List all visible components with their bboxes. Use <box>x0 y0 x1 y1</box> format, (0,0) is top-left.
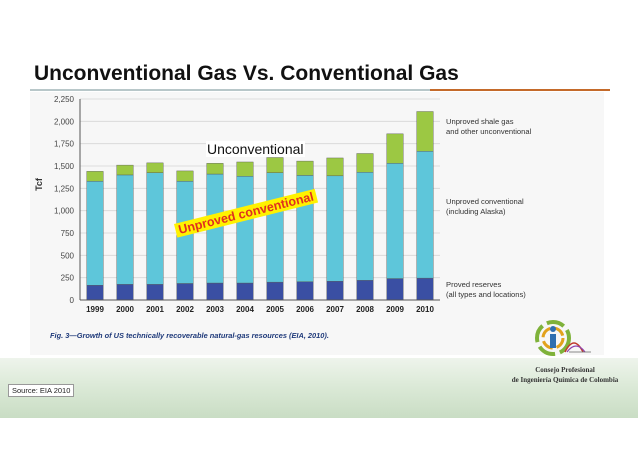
chart-grid <box>80 98 440 301</box>
bar-segment-proved <box>356 280 374 301</box>
y-tick-label: 0 <box>70 296 75 305</box>
bar-segment-proved <box>206 282 224 301</box>
x-tick-label: 2007 <box>326 305 344 314</box>
x-tick-label: 2004 <box>236 305 254 314</box>
bar-segment-unproved-conventional <box>146 172 164 285</box>
x-tick-label: 2010 <box>416 305 434 314</box>
bar-segment-proved <box>386 278 404 301</box>
legend-proved: Proved reserves (all types and locations… <box>446 280 526 300</box>
slide-title: Unconventional Gas Vs. Conventional Gas <box>34 62 459 85</box>
annotation-unconventional: Unconventional <box>206 141 305 157</box>
bar-segment-unproved-shale <box>326 157 344 177</box>
bar-segment-proved <box>326 281 344 301</box>
legend-shale-line1: Unproved shale gas <box>446 117 514 126</box>
footer-band <box>0 358 638 418</box>
bar-segment-unproved-shale <box>116 164 134 176</box>
legend-unproved-conventional: Unproved conventional (including Alaska) <box>446 197 524 217</box>
figure-caption: Fig. 3—Growth of US technically recovera… <box>50 331 329 340</box>
x-tick-label: 2001 <box>146 305 164 314</box>
organization-name-line1: Consejo Profesional <box>535 366 595 374</box>
organization-name-line2: de Ingeniería Química de Colombia <box>511 376 619 384</box>
x-tick-label: 1999 <box>86 305 104 314</box>
bar-segment-unproved-shale <box>416 111 434 152</box>
title-divider-accent <box>430 89 610 91</box>
legend-unproved-conventional-line1: Unproved conventional <box>446 197 524 206</box>
chart-tick-labels: 0 250 500 750 1,000 1,250 1,500 1,750 2,000 2,250… <box>54 95 434 314</box>
y-tick-label: 250 <box>61 274 75 283</box>
chart-axes <box>79 99 440 301</box>
chart-bars <box>86 111 434 301</box>
bar-segment-unproved-shale <box>176 170 194 182</box>
y-tick-label: 1,000 <box>54 207 75 216</box>
bar-segment-unproved-conventional <box>356 172 374 281</box>
legend-proved-line2: (all types and locations) <box>446 290 526 299</box>
x-tick-label: 2003 <box>206 305 224 314</box>
bar-segment-proved <box>146 284 164 301</box>
bar-segment-unproved-conventional <box>416 151 434 279</box>
y-tick-label: 500 <box>61 251 75 260</box>
y-tick-label: 750 <box>61 229 75 238</box>
legend-proved-line1: Proved reserves <box>446 280 502 289</box>
x-tick-label: 2005 <box>266 305 284 314</box>
y-axis-label: Tcf <box>34 177 44 191</box>
x-tick-label: 2008 <box>356 305 374 314</box>
y-tick-label: 1,500 <box>54 162 75 171</box>
x-tick-label: 2000 <box>116 305 134 314</box>
bar-segment-unproved-conventional <box>236 176 254 284</box>
bar-segment-unproved-shale <box>266 157 284 173</box>
organization-logo-icon <box>535 320 591 356</box>
y-tick-label: 1,250 <box>54 184 75 193</box>
legend-unproved-conventional-line2: (including Alaska) <box>446 207 506 216</box>
y-tick-label: 2,250 <box>54 95 75 104</box>
bar-segment-unproved-conventional <box>386 163 404 279</box>
bar-segment-unproved-shale <box>86 171 104 182</box>
source-note: Source: EIA 2010 <box>8 384 75 397</box>
bar-segment-proved <box>236 282 254 301</box>
x-tick-label: 2009 <box>386 305 404 314</box>
bar-segment-unproved-conventional <box>266 172 284 283</box>
bar-segment-unproved-shale <box>236 161 254 177</box>
bar-segment-proved <box>86 285 104 301</box>
bar-segment-unproved-shale <box>206 163 224 175</box>
bar-segment-proved <box>266 281 284 301</box>
x-tick-label: 2006 <box>296 305 314 314</box>
bar-segment-unproved-conventional <box>116 174 134 285</box>
x-tick-label: 2002 <box>176 305 194 314</box>
legend-shale-line2: and other unconventional <box>446 127 532 136</box>
bar-segment-proved <box>116 284 134 301</box>
bar-segment-unproved-conventional <box>86 180 104 286</box>
bar-segment-unproved-conventional <box>326 175 344 282</box>
bar-segment-unproved-shale <box>386 133 404 164</box>
y-tick-label: 1,750 <box>54 140 75 149</box>
bar-segment-unproved-shale <box>296 160 314 176</box>
bar-segment-proved <box>416 277 434 301</box>
bar-segment-proved <box>176 283 194 301</box>
title-divider <box>30 89 610 91</box>
bar-segment-unproved-shale <box>146 162 164 173</box>
y-tick-label: 2,000 <box>54 117 75 126</box>
bar-segment-proved <box>296 281 314 301</box>
bar-segment-unproved-shale <box>356 153 374 173</box>
legend-shale: Unproved shale gas and other unconventio… <box>446 117 531 137</box>
